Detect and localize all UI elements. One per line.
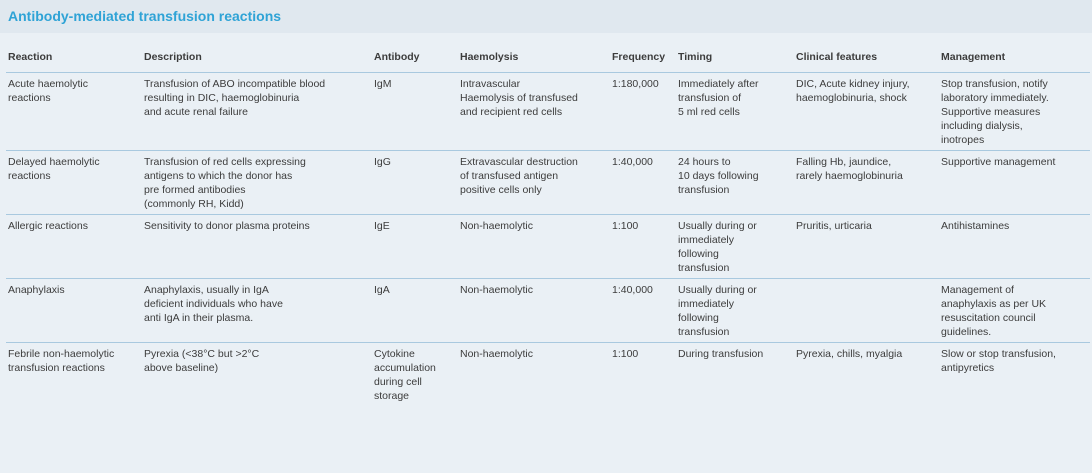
cell-timing: During transfusion — [678, 348, 764, 360]
table-row: Delayed haemolytic reactions Transfusion… — [6, 150, 1090, 215]
col-header-haemolysis: Haemolysis — [460, 51, 519, 63]
cell-clinical-features: DIC, Acute kidney injury, haemoglobinuri… — [796, 78, 910, 104]
cell-haemolysis: Intravascular Haemolysis of transfused a… — [460, 78, 578, 118]
cell-management: Stop transfusion, notify laboratory imme… — [941, 78, 1049, 146]
table-title: Antibody-mediated transfusion reactions — [8, 8, 282, 24]
cell-frequency: 1:100 — [612, 348, 639, 360]
cell-reaction: Allergic reactions — [8, 220, 88, 232]
cell-clinical-features: Pruritis, urticaria — [796, 220, 872, 232]
cell-haemolysis: Non-haemolytic — [460, 284, 533, 296]
table-row: Acute haemolytic reactions Transfusion o… — [6, 72, 1090, 151]
cell-frequency: 1:180,000 — [612, 78, 659, 90]
cell-clinical-features — [794, 279, 939, 343]
cell-reaction: Anaphylaxis — [8, 284, 65, 296]
cell-clinical-features: Pyrexia, chills, myalgia — [796, 348, 903, 360]
cell-reaction: Delayed haemolytic reactions — [8, 156, 100, 182]
col-header-management: Management — [941, 51, 1006, 63]
cell-haemolysis: Extravascular destruction of transfused … — [460, 156, 578, 196]
col-header-reaction: Reaction — [8, 51, 53, 63]
cell-haemolysis: Non-haemolytic — [460, 220, 533, 232]
cell-timing: 24 hours to 10 days following transfusio… — [678, 156, 759, 196]
cell-timing: Immediately after transfusion of 5 ml re… — [678, 78, 759, 118]
col-header-timing: Timing — [678, 51, 713, 63]
cell-management: Slow or stop transfusion, antipyretics — [941, 348, 1056, 374]
table-row: Anaphylaxis Anaphylaxis, usually in IgA … — [6, 278, 1090, 343]
col-header-description: Description — [144, 51, 202, 63]
cell-haemolysis: Non-haemolytic — [460, 348, 533, 360]
transfusion-reactions-table: Reaction Description Antibody Haemolysis… — [6, 50, 1090, 406]
cell-timing: Usually during or immediately following … — [678, 220, 757, 274]
col-header-antibody: Antibody — [374, 51, 420, 63]
cell-frequency: 1:40,000 — [612, 156, 653, 168]
cell-antibody: IgE — [374, 220, 390, 232]
cell-antibody: IgA — [374, 284, 390, 296]
cell-reaction: Febrile non-haemolytic transfusion react… — [8, 348, 115, 374]
cell-frequency: 1:100 — [612, 220, 639, 232]
cell-clinical-features: Falling Hb, jaundice, rarely haemoglobin… — [796, 156, 903, 182]
cell-antibody: Cytokine accumulation during cell storag… — [374, 348, 436, 402]
cell-description: Pyrexia (<38°C but >2°C above baseline) — [144, 348, 260, 374]
cell-description: Transfusion of red cells expressing anti… — [144, 156, 306, 210]
cell-description: Anaphylaxis, usually in IgA deficient in… — [144, 284, 283, 324]
cell-frequency: 1:40,000 — [612, 284, 653, 296]
cell-description: Transfusion of ABO incompatible blood re… — [144, 78, 326, 118]
cell-management: Antihistamines — [941, 220, 1010, 232]
cell-management: Supportive management — [941, 156, 1056, 168]
cell-antibody: IgG — [374, 156, 391, 168]
header-row: Reaction Description Antibody Haemolysis… — [6, 50, 1090, 73]
cell-management: Management of anaphylaxis as per UK resu… — [941, 284, 1047, 338]
title-band: Antibody-mediated transfusion reactions — [0, 0, 1092, 33]
table-row: Allergic reactions Sensitivity to donor … — [6, 214, 1090, 279]
col-header-clinical-features: Clinical features — [796, 51, 878, 63]
cell-timing: Usually during or immediately following … — [678, 284, 757, 338]
cell-antibody: IgM — [374, 78, 392, 90]
cell-reaction: Acute haemolytic reactions — [8, 78, 88, 104]
table-row: Febrile non-haemolytic transfusion react… — [6, 342, 1090, 407]
cell-description: Sensitivity to donor plasma proteins — [144, 220, 310, 232]
col-header-frequency: Frequency — [612, 51, 666, 63]
